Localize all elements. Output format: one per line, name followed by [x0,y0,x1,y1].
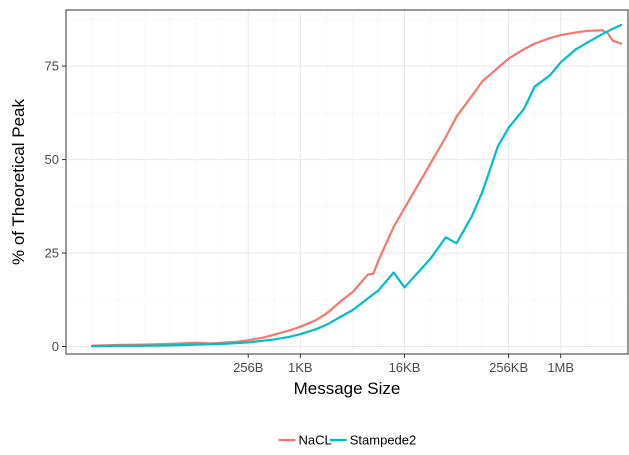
x-tick-label: 256KB [489,360,528,375]
y-tick-label: 50 [45,152,59,167]
series-lines [90,23,623,348]
x-tick-label: 16KB [389,360,421,375]
x-tick-label: 1MB [547,360,574,375]
x-tick-label: 256B [233,360,263,375]
x-axis: 256B 1KB 16KB 256KB 1MB [233,354,574,375]
x-tick-label: 1KB [288,360,313,375]
series-line-stampede2 [90,23,623,348]
legend: NaCL Stampede2 [278,433,417,448]
legend-label-nacl: NaCL [299,433,332,448]
major-gridlines [66,10,628,354]
plot-panel-border [65,9,629,355]
legend-label-stampede2: Stampede2 [350,433,417,448]
x-axis-title: Message Size [294,379,401,398]
y-axis: 0 25 50 75 [45,59,66,354]
y-tick-label: 75 [45,59,59,74]
y-tick-label: 25 [45,246,59,261]
y-axis-title: % of Theoretical Peak [9,99,28,265]
series-line-nacl [90,29,623,347]
y-tick-label: 0 [52,339,59,354]
